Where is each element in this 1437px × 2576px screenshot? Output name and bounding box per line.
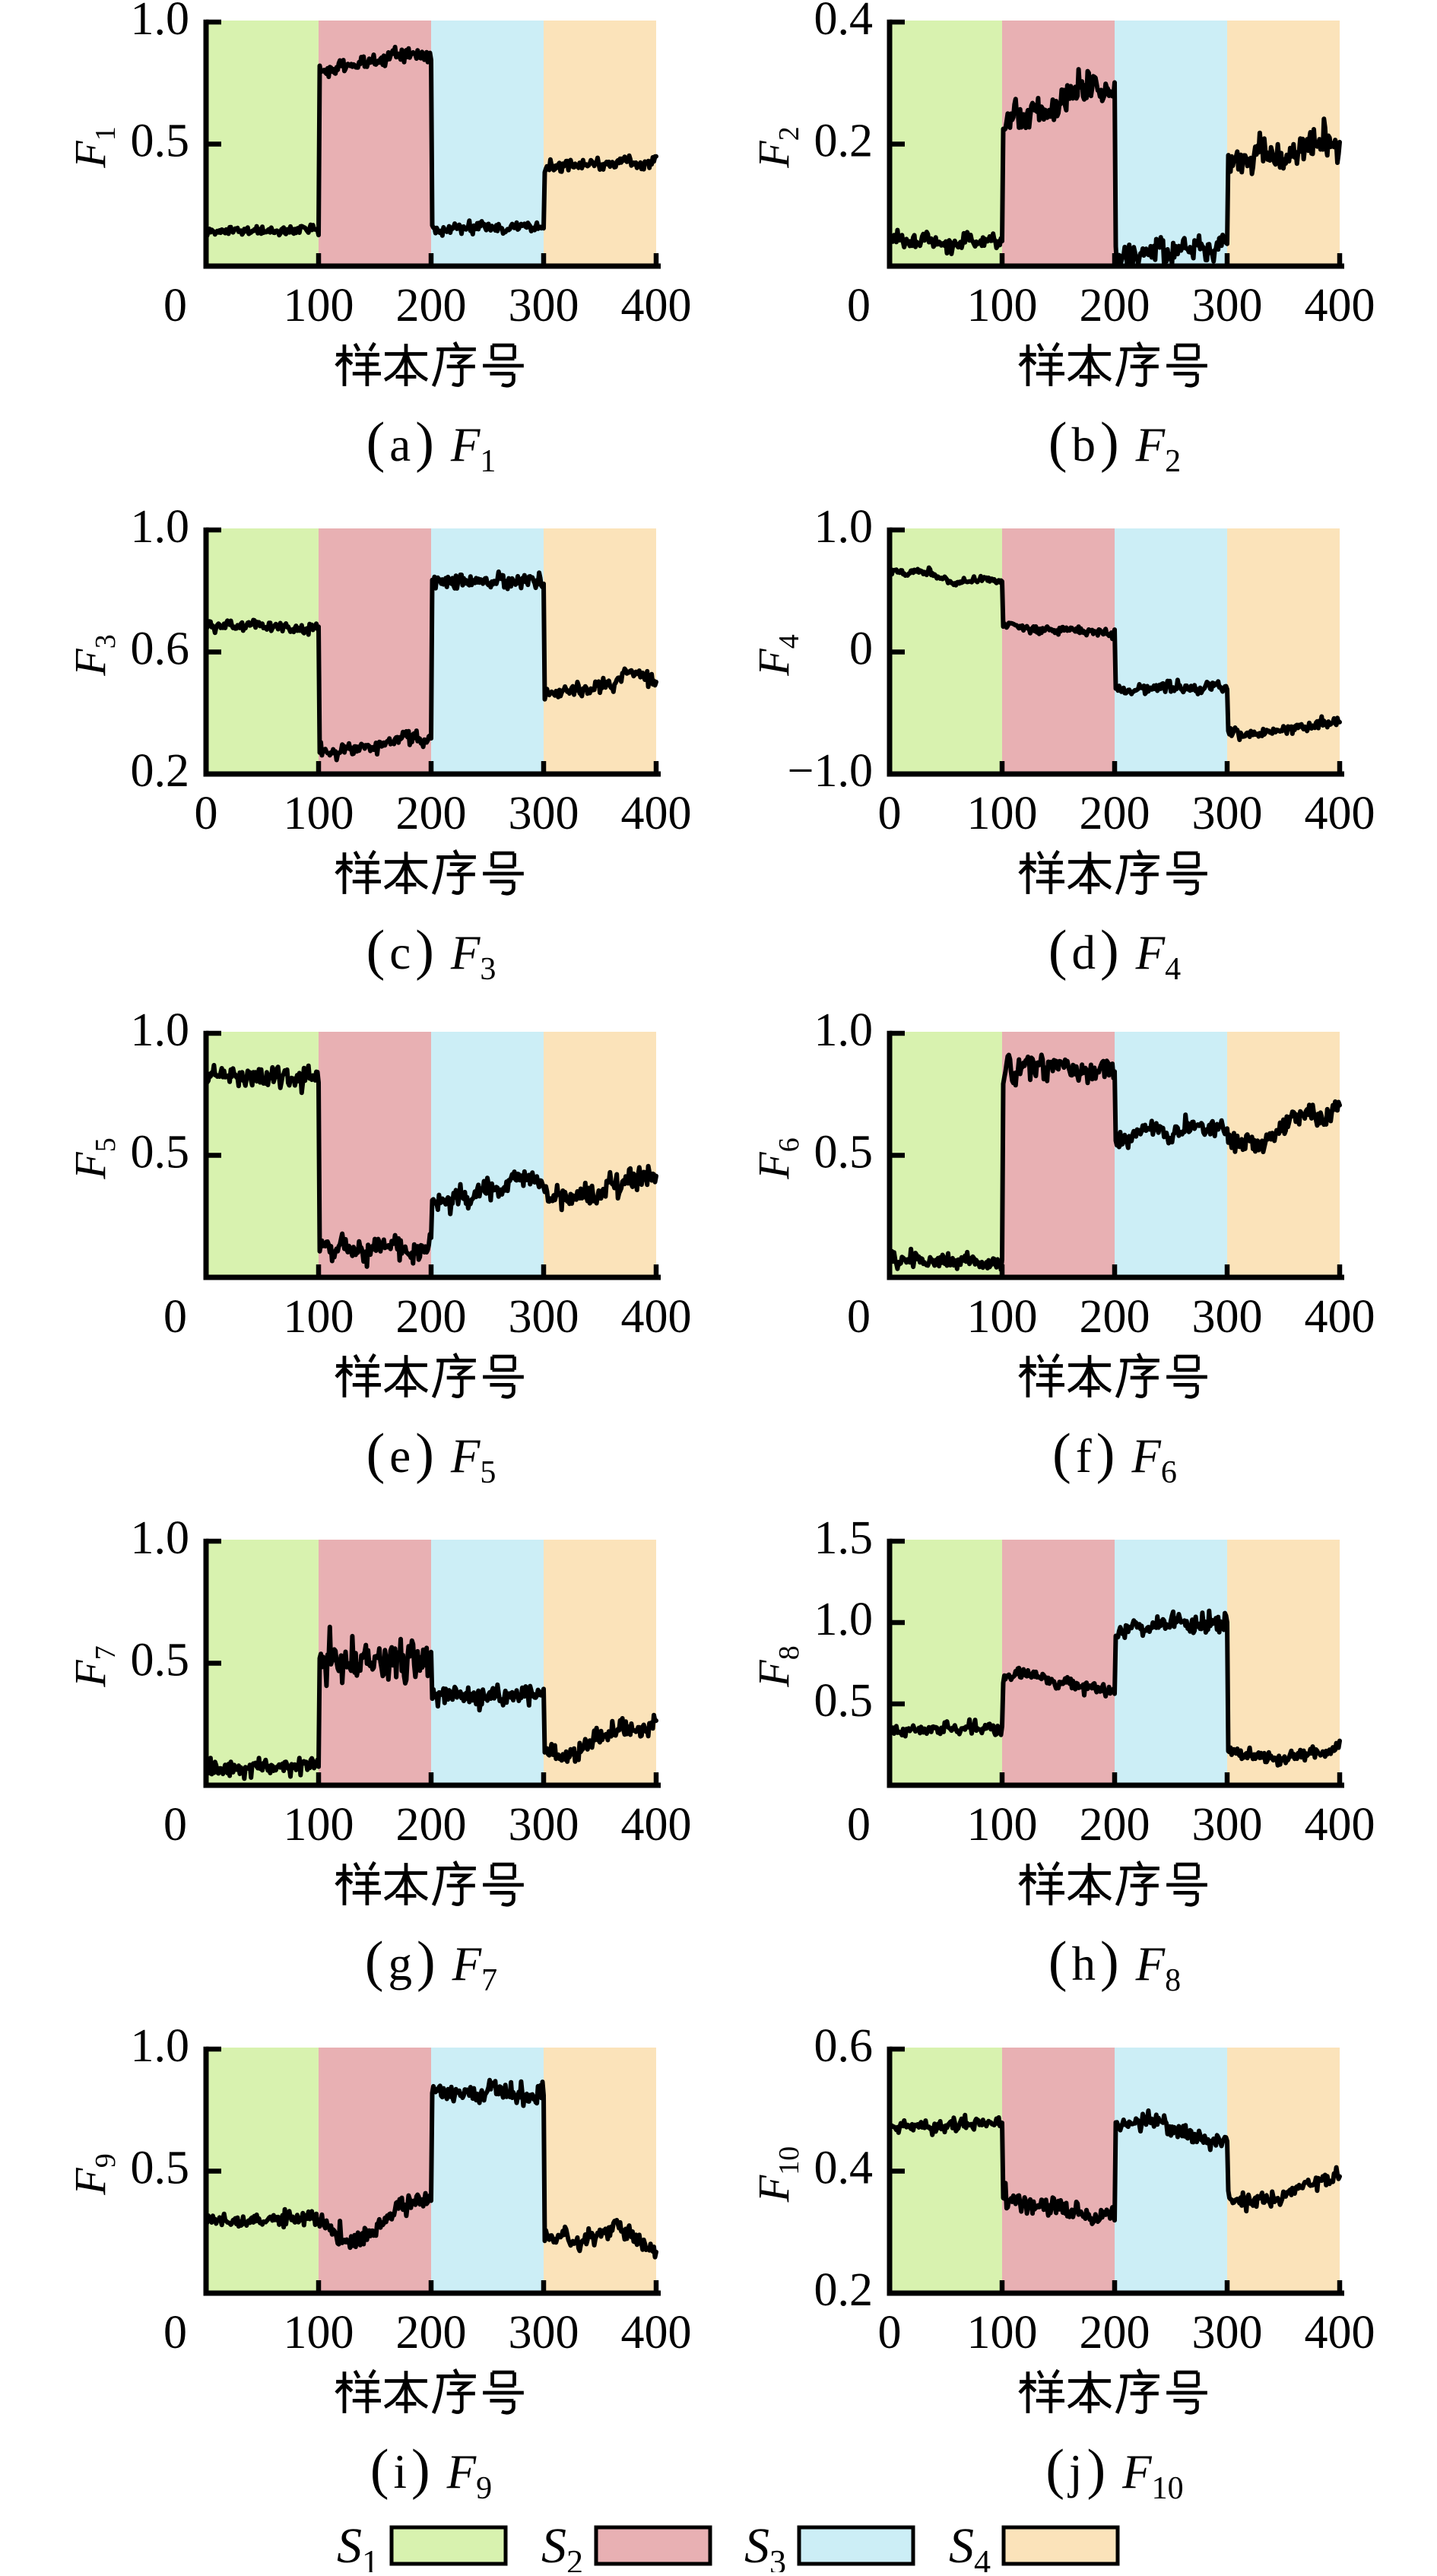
svg-text:100: 100 bbox=[967, 788, 1038, 839]
svg-text:0.2: 0.2 bbox=[814, 116, 874, 167]
svg-text:F7: F7 bbox=[65, 1645, 122, 1687]
svg-text:−1.0: −1.0 bbox=[788, 745, 873, 797]
svg-text:0.4: 0.4 bbox=[814, 2143, 874, 2194]
svg-text:400: 400 bbox=[621, 2307, 692, 2359]
svg-text:100: 100 bbox=[284, 2307, 354, 2359]
svg-text:S4: S4 bbox=[949, 2518, 991, 2572]
svg-text:1.0: 1.0 bbox=[131, 2020, 190, 2072]
svg-text:F4: F4 bbox=[749, 634, 805, 676]
svg-text:200: 200 bbox=[396, 1291, 467, 1343]
svg-text:0.5: 0.5 bbox=[814, 1127, 874, 1179]
svg-text:300: 300 bbox=[509, 1291, 579, 1343]
svg-text:0: 0 bbox=[163, 1291, 187, 1343]
svg-text:1.0: 1.0 bbox=[131, 1512, 190, 1564]
svg-text:100: 100 bbox=[967, 280, 1038, 332]
svg-text:0.5: 0.5 bbox=[131, 116, 190, 167]
svg-text:300: 300 bbox=[1192, 1799, 1263, 1851]
svg-text:300: 300 bbox=[1192, 2307, 1263, 2359]
svg-text:(b)F2: (b) F2 bbox=[1048, 411, 1181, 479]
svg-text:100: 100 bbox=[967, 1799, 1038, 1851]
svg-text:0: 0 bbox=[849, 623, 873, 675]
svg-text:100: 100 bbox=[284, 788, 354, 839]
svg-text:0.4: 0.4 bbox=[814, 0, 874, 45]
svg-text:0: 0 bbox=[878, 788, 902, 839]
svg-text:400: 400 bbox=[621, 1291, 692, 1343]
svg-text:0.2: 0.2 bbox=[131, 745, 190, 797]
svg-text:F3: F3 bbox=[65, 634, 122, 676]
svg-text:100: 100 bbox=[284, 280, 354, 332]
svg-text:0.2: 0.2 bbox=[814, 2264, 874, 2316]
svg-text:400: 400 bbox=[1305, 1799, 1375, 1851]
svg-text:(h)F8: (h) F8 bbox=[1048, 1930, 1181, 1998]
svg-text:400: 400 bbox=[1305, 2307, 1375, 2359]
svg-text:1.0: 1.0 bbox=[131, 501, 190, 553]
svg-text:S2: S2 bbox=[541, 2518, 583, 2572]
svg-text:(d)F4: (d) F4 bbox=[1048, 919, 1181, 987]
svg-text:1.5: 1.5 bbox=[814, 1512, 874, 1564]
svg-text:400: 400 bbox=[621, 280, 692, 332]
svg-text:400: 400 bbox=[1305, 788, 1375, 839]
svg-text:400: 400 bbox=[621, 788, 692, 839]
svg-text:F5: F5 bbox=[65, 1137, 122, 1179]
svg-text:F9: F9 bbox=[65, 2153, 122, 2195]
svg-text:200: 200 bbox=[1080, 1291, 1150, 1343]
svg-text:0.6: 0.6 bbox=[814, 2020, 874, 2072]
svg-text:300: 300 bbox=[509, 788, 579, 839]
svg-text:F8: F8 bbox=[749, 1645, 805, 1687]
svg-text:300: 300 bbox=[509, 1799, 579, 1851]
svg-text:0.5: 0.5 bbox=[131, 1635, 190, 1686]
svg-text:100: 100 bbox=[967, 2307, 1038, 2359]
svg-text:400: 400 bbox=[1305, 280, 1375, 332]
svg-text:(e)F5: (e) F5 bbox=[366, 1423, 496, 1490]
svg-text:200: 200 bbox=[1080, 2307, 1150, 2359]
svg-text:F10: F10 bbox=[749, 2146, 805, 2203]
svg-text:100: 100 bbox=[967, 1291, 1038, 1343]
svg-text:(g)F7: (g) F7 bbox=[365, 1930, 497, 1998]
svg-text:0: 0 bbox=[195, 788, 218, 839]
svg-text:F1: F1 bbox=[65, 126, 122, 168]
svg-text:0.5: 0.5 bbox=[131, 2143, 190, 2194]
svg-text:300: 300 bbox=[509, 280, 579, 332]
svg-text:300: 300 bbox=[509, 2307, 579, 2359]
svg-text:200: 200 bbox=[1080, 280, 1150, 332]
svg-text:100: 100 bbox=[284, 1799, 354, 1851]
svg-text:S1: S1 bbox=[337, 2518, 379, 2572]
svg-text:F6: F6 bbox=[749, 1137, 805, 1179]
svg-text:0: 0 bbox=[878, 2307, 902, 2359]
svg-text:0: 0 bbox=[163, 280, 187, 332]
svg-text:(c)F3: (c) F3 bbox=[366, 919, 496, 987]
svg-text:200: 200 bbox=[396, 788, 467, 839]
svg-text:300: 300 bbox=[1192, 788, 1263, 839]
svg-text:1.0: 1.0 bbox=[814, 1594, 874, 1645]
svg-text:0: 0 bbox=[847, 280, 871, 332]
svg-text:200: 200 bbox=[1080, 1799, 1150, 1851]
svg-text:1.0: 1.0 bbox=[814, 501, 874, 553]
svg-text:200: 200 bbox=[396, 280, 467, 332]
svg-text:300: 300 bbox=[1192, 1291, 1263, 1343]
svg-text:1.0: 1.0 bbox=[131, 0, 190, 45]
svg-text:(a)F1: (a) F1 bbox=[366, 411, 496, 479]
svg-text:0.6: 0.6 bbox=[131, 623, 190, 675]
svg-text:200: 200 bbox=[396, 1799, 467, 1851]
svg-text:S3: S3 bbox=[744, 2518, 786, 2572]
svg-text:0: 0 bbox=[163, 1799, 187, 1851]
svg-text:100: 100 bbox=[284, 1291, 354, 1343]
svg-text:200: 200 bbox=[396, 2307, 467, 2359]
svg-text:0: 0 bbox=[163, 2307, 187, 2359]
svg-text:(f)F6: (f) F6 bbox=[1052, 1423, 1177, 1490]
svg-text:(i)F9: (i) F9 bbox=[370, 2438, 492, 2506]
svg-text:F2: F2 bbox=[749, 126, 805, 168]
svg-text:0: 0 bbox=[847, 1799, 871, 1851]
svg-text:1.0: 1.0 bbox=[131, 1004, 190, 1056]
svg-text:400: 400 bbox=[621, 1799, 692, 1851]
svg-text:400: 400 bbox=[1305, 1291, 1375, 1343]
svg-text:0: 0 bbox=[847, 1291, 871, 1343]
svg-text:0.5: 0.5 bbox=[131, 1127, 190, 1179]
svg-text:200: 200 bbox=[1080, 788, 1150, 839]
svg-text:1.0: 1.0 bbox=[814, 1004, 874, 1056]
svg-text:(j)F10: (j) F10 bbox=[1045, 2438, 1183, 2506]
svg-text:300: 300 bbox=[1192, 280, 1263, 332]
svg-text:0.5: 0.5 bbox=[814, 1675, 874, 1727]
